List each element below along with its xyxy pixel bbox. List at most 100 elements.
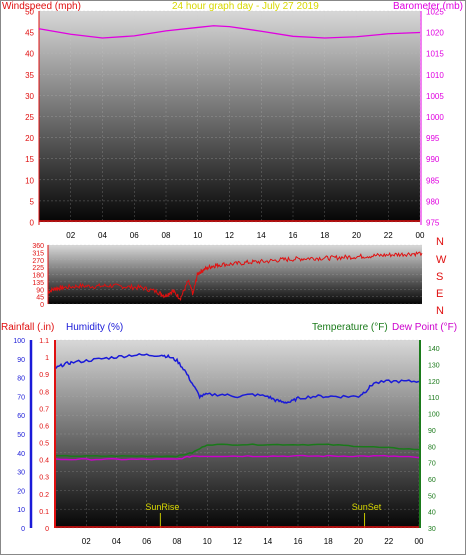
sunrise-label: SunRise [145, 502, 179, 512]
temperature-tick-label: 140 [428, 346, 440, 353]
rainfall-tick-label: 0.5 [39, 441, 49, 448]
windspeed-tick-label: 20 [25, 134, 34, 143]
barometer-tick-label: 990 [426, 155, 440, 164]
compass-label: N [436, 305, 444, 317]
wind-direction-series [47, 251, 423, 301]
wind-direction-trace [47, 251, 423, 301]
windspeed-tick-label: 35 [25, 71, 34, 80]
top-x-tick-label: 16 [289, 231, 298, 240]
bottom-x-tick-label: 12 [233, 537, 242, 546]
wind-direction-tick-label: 180 [32, 273, 44, 280]
windspeed-tick-label: 10 [25, 176, 34, 185]
humidity-tick-label: 50 [17, 432, 25, 439]
temperature-tick-label: 60 [428, 477, 436, 484]
humidity-tick-label: 40 [17, 451, 25, 458]
bottom-x-tick-label: 18 [324, 537, 333, 546]
rainfall-tick-label: 0.6 [39, 423, 49, 430]
temperature-tick-label: 130 [428, 363, 440, 370]
humidity-tick-label: 80 [17, 376, 25, 383]
top-x-tick-labels: 02 04 06 08 10 12 14 16 18 20 22 00 [66, 231, 425, 240]
bottom-plot-area [56, 340, 419, 528]
temperature-tick-label: 90 [428, 428, 436, 435]
temperature-tick-label: 40 [428, 510, 436, 517]
wind-direction-tick-label: 225 [32, 265, 44, 272]
compass-label: N [436, 236, 444, 248]
bottom-x-tick-labels: 02 04 06 08 10 12 14 16 18 20 22 00 [82, 537, 424, 546]
compass-label: W [436, 254, 447, 266]
bottom-series-group [55, 352, 420, 528]
windspeed-tick-label: 40 [25, 50, 34, 59]
temperature-tick-labels: 140 130 120 110 100 90 80 70 60 50 40 30 [428, 346, 440, 533]
temperature-tick-label: 80 [428, 444, 436, 451]
dewpoint-line [55, 454, 420, 461]
bottom-x-tick-label: 22 [384, 537, 393, 546]
rainfall-tick-label: 0.7 [39, 406, 49, 413]
top-x-tick-label: 04 [98, 231, 107, 240]
barometer-tick-label: 995 [426, 134, 440, 143]
humidity-tick-label: 10 [17, 507, 25, 514]
wind-direction-tick-label: 315 [32, 250, 44, 257]
top-x-tick-label: 12 [225, 231, 234, 240]
bottom-x-tick-label: 16 [294, 537, 303, 546]
bottom-grid [56, 339, 420, 529]
top-x-tick-label: 02 [66, 231, 75, 240]
windspeed-tick-label: 0 [30, 219, 35, 228]
wind-direction-tick-label: 90 [36, 287, 44, 294]
rainfall-tick-label: 1 [45, 355, 49, 362]
rainfall-tick-labels: 1.1 1 0.9 0.8 0.7 0.6 0.5 0.4 0.3 0.2 0.1 0 [39, 338, 49, 533]
wind-direction-tick-label: 135 [32, 280, 44, 287]
windspeed-axis-label: Windspeed (mph) [2, 1, 81, 12]
humidity-tick-label: 30 [17, 470, 25, 477]
compass-label: E [436, 288, 443, 300]
wind-direction-tick-label: 45 [36, 295, 44, 302]
barometer-tick-label: 980 [426, 197, 440, 206]
wind-direction-tick-label: 270 [32, 258, 44, 265]
bottom-x-tick-label: 00 [415, 537, 424, 546]
rainfall-tick-label: 0.1 [39, 509, 49, 516]
windspeed-tick-label: 30 [25, 92, 34, 101]
windspeed-tick-label: 5 [30, 197, 35, 206]
temperature-tick-label: 70 [428, 461, 436, 468]
temperature-tick-label: 100 [428, 412, 440, 419]
top-x-tick-label: 08 [162, 231, 171, 240]
humidity-tick-label: 90 [17, 357, 25, 364]
top-x-tick-label: 10 [193, 231, 202, 240]
barometer-line [38, 25, 421, 39]
bottom-x-tick-label: 10 [203, 537, 212, 546]
humidity-line [55, 352, 420, 404]
top-grid [38, 10, 422, 225]
temperature-tick-label: 30 [428, 526, 436, 533]
barometer-axis-label: Barometer (mb) [393, 1, 463, 12]
humidity-tick-label: 0 [21, 526, 25, 533]
humidity-tick-label: 100 [13, 338, 25, 345]
barometer-tick-label: 1000 [426, 113, 444, 122]
bottom-x-tick-label: 06 [142, 537, 151, 546]
bottom-x-tick-label: 14 [263, 537, 272, 546]
bottom-x-tick-label: 02 [82, 537, 91, 546]
barometer-tick-labels: 1025 1020 1015 1010 1005 1000 995 990 985 980 975 [426, 8, 444, 228]
barometer-tick-label: 975 [426, 219, 440, 228]
bottom-x-tick-label: 20 [354, 537, 363, 546]
temperature-tick-label: 50 [428, 493, 436, 500]
rainfall-tick-label: 0 [45, 526, 49, 533]
rainfall-tick-label: 1.1 [39, 338, 49, 345]
rainfall-tick-label: 0.3 [39, 475, 49, 482]
top-x-tick-label: 06 [130, 231, 139, 240]
temperature-tick-label: 120 [428, 379, 440, 386]
bottom-x-tick-label: 08 [173, 537, 182, 546]
wind-direction-tick-label: 0 [40, 302, 44, 309]
sun-markers: SunRise SunSet [145, 502, 382, 528]
rainfall-tick-label: 0.2 [39, 492, 49, 499]
sunset-label: SunSet [352, 502, 382, 512]
rainfall-tick-label: 0.9 [39, 372, 49, 379]
top-series-group [38, 25, 421, 222]
bottom-x-tick-label: 04 [112, 537, 121, 546]
barometer-tick-label: 1020 [426, 29, 444, 38]
compass-label: S [436, 271, 443, 283]
temperature-line [55, 443, 420, 458]
top-chart-title: 24 hour graph day - July 27 2019 [172, 1, 319, 12]
